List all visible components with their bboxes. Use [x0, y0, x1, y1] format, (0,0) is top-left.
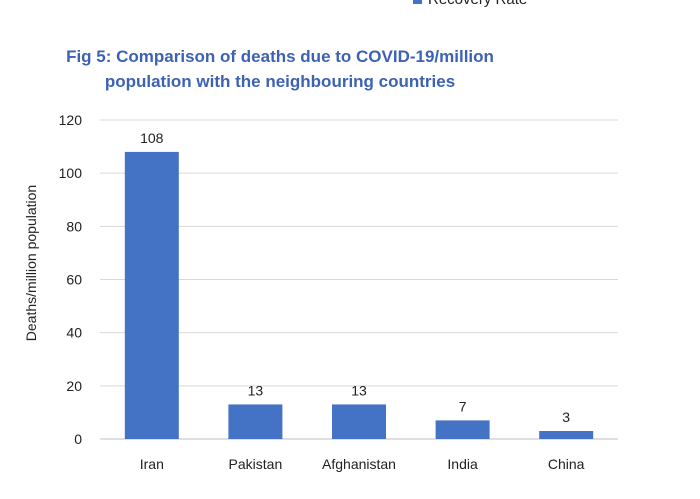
data-labels: 108 13 13 7 3: [140, 130, 570, 425]
bar-india: [435, 420, 490, 439]
legend-fragment: Recovery Rate: [413, 0, 527, 8]
y-axis-ticks: 0 20 40 60 80 100 120: [59, 112, 83, 447]
y-tick-label-40: 40: [66, 325, 82, 341]
data-label-china: 3: [562, 409, 570, 425]
data-label-pakistan: 13: [248, 382, 264, 398]
x-tick-label-afghanistan: Afghanistan: [322, 456, 396, 472]
chart-title-line-1: Fig 5: Comparison of deaths due to COVID…: [66, 47, 494, 66]
y-axis-label: Deaths/million population: [23, 185, 39, 341]
y-tick-label-20: 20: [66, 378, 82, 394]
data-label-afghanistan: 13: [351, 382, 367, 398]
y-tick-label-120: 120: [59, 112, 83, 128]
x-tick-label-iran: Iran: [140, 456, 164, 472]
bar-iran: [124, 151, 179, 439]
bars: [124, 151, 594, 439]
chart-title: Fig 5: Comparison of deaths due to COVID…: [0, 44, 560, 94]
x-axis-ticks: Iran Pakistan Afghanistan India China: [140, 456, 585, 472]
bar-china: [539, 431, 594, 439]
x-tick-label-china: China: [548, 456, 585, 472]
chart-title-line-2: population with the neighbouring countri…: [104, 72, 456, 91]
y-tick-label-0: 0: [74, 431, 82, 447]
bar-pakistan: [228, 404, 283, 439]
legend-swatch-recovery-rate: [413, 0, 422, 4]
legend-label-recovery-rate: Recovery Rate: [428, 0, 527, 8]
y-tick-label-100: 100: [59, 165, 83, 181]
data-label-india: 7: [459, 398, 467, 414]
bar-afghanistan: [332, 404, 386, 439]
y-tick-label-60: 60: [66, 272, 82, 288]
data-label-iran: 108: [140, 130, 164, 146]
x-tick-label-pakistan: Pakistan: [229, 456, 283, 472]
y-tick-label-80: 80: [66, 218, 82, 234]
x-tick-label-india: India: [447, 456, 478, 472]
